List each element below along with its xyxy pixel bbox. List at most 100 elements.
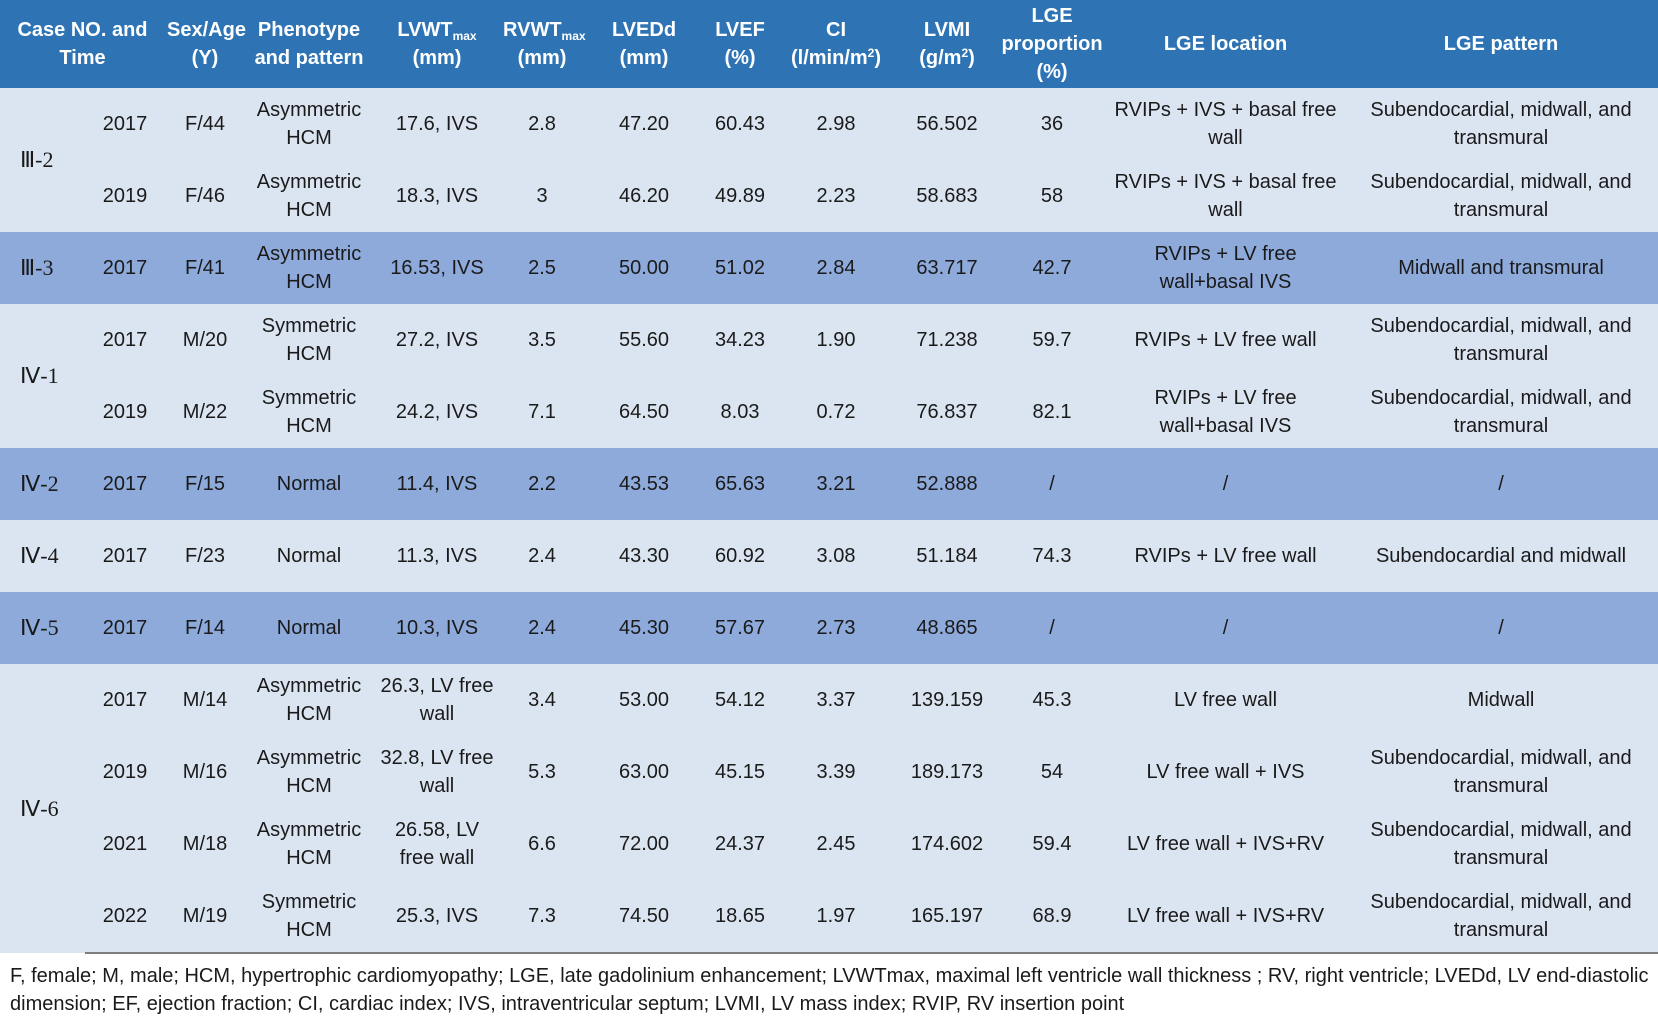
phenotype-cell: Asymmetric HCM [245, 664, 374, 736]
ci-cell: 3.37 [775, 664, 898, 736]
col-header-sexage: Sex/Age (Y) [165, 0, 246, 88]
phenotype-cell: Symmetric HCM [245, 376, 374, 448]
lvef-label: LVEF [715, 19, 765, 41]
lgepat-cell: Subendocardial and midwall [1344, 520, 1658, 592]
lgeprop-cell: 74.3 [997, 520, 1108, 592]
case-id-cell: Ⅳ-5 [0, 592, 85, 664]
clinical-data-table: Case NO. and Time Sex/Age (Y) Phenotype … [0, 0, 1658, 954]
lvmi-cell: 58.683 [897, 160, 998, 232]
lgeloc-cell: LV free wall + IVS [1107, 736, 1345, 808]
rvwt-cell: 5.3 [501, 736, 584, 808]
lgeloc-cell: RVIPs + LV free wall [1107, 304, 1345, 376]
year-cell: 2021 [85, 808, 166, 880]
table-row: Ⅳ-5 2017 F/14 Normal 10.3, IVS 2.4 45.30 57.67 2… [0, 592, 1658, 664]
table-row: 2022 M/19 Symmetric HCM 25.3, IVS 7.3 74.50 18… [0, 880, 1658, 954]
sexage-cell: M/20 [165, 304, 246, 376]
sexage-cell: F/46 [165, 160, 246, 232]
table-row: 2019 M/22 Symmetric HCM 24.2, IVS 7.1 64.50 8.… [0, 376, 1658, 448]
lgeprop-cell: / [997, 448, 1108, 520]
ci-label: CI [826, 19, 847, 41]
lvwt-cell: 11.4, IVS [373, 448, 502, 520]
sexage-cell: F/41 [165, 232, 246, 304]
lvef-cell: 18.65 [705, 880, 776, 954]
rvwt-subscript: max [561, 29, 586, 43]
case-id-cell: Ⅳ-4 [0, 520, 85, 592]
lgeprop-cell: 82.1 [997, 376, 1108, 448]
sexage-cell: F/15 [165, 448, 246, 520]
case-id-cell: Ⅳ-1 [0, 304, 85, 448]
lvef-cell: 8.03 [705, 376, 776, 448]
lgepat-cell: / [1344, 592, 1658, 664]
table-row: Ⅳ-4 2017 F/23 Normal 11.3, IVS 2.4 43.30 60.92 3… [0, 520, 1658, 592]
lvmi-cell: 76.837 [897, 376, 998, 448]
table-row: 2019 M/16 Asymmetric HCM 32.8, LV free wall… [0, 736, 1658, 808]
lgepat-cell: Subendocardial, midwall, and transmural [1344, 304, 1658, 376]
lvwt-cell: 10.3, IVS [373, 592, 502, 664]
sexage-cell: M/14 [165, 664, 246, 736]
lgeloc-cell: RVIPs + IVS + basal free wall [1107, 160, 1345, 232]
lvedd-cell: 43.53 [583, 448, 706, 520]
lgeprop-cell: 36 [997, 88, 1108, 160]
lgeprop-cell: 68.9 [997, 880, 1108, 954]
col-header-lvwt: LVWTmax (mm) [373, 0, 502, 88]
ci-cell: 3.21 [775, 448, 898, 520]
ci-unit-sup: 2 [867, 46, 875, 60]
lgepat-cell: Midwall and transmural [1344, 232, 1658, 304]
lgeprop-cell: 45.3 [997, 664, 1108, 736]
rvwt-cell: 2.5 [501, 232, 584, 304]
lvedd-cell: 55.60 [583, 304, 706, 376]
lvef-cell: 51.02 [705, 232, 776, 304]
sexage-cell: F/44 [165, 88, 246, 160]
lvef-cell: 65.63 [705, 448, 776, 520]
lvwt-cell: 26.58, LV free wall [373, 808, 502, 880]
year-cell: 2017 [85, 448, 166, 520]
rvwt-cell: 2.4 [501, 520, 584, 592]
lvwt-label: LVWT [397, 19, 453, 41]
ci-cell: 2.73 [775, 592, 898, 664]
lvwt-cell: 17.6, IVS [373, 88, 502, 160]
lvef-cell: 24.37 [705, 808, 776, 880]
lvmi-unit-pre: (g/m [919, 47, 962, 69]
lgeprop-cell: 58 [997, 160, 1108, 232]
col-header-lvef: LVEF (%) [705, 0, 776, 88]
lvef-unit: (%) [724, 47, 756, 69]
lvwt-cell: 24.2, IVS [373, 376, 502, 448]
ci-unit-pre: (l/min/m [791, 47, 868, 69]
table-row: Ⅳ-1 2017 M/20 Symmetric HCM 27.2, IVS 3.5 55.6… [0, 304, 1658, 448]
lgeloc-cell: / [1107, 592, 1345, 664]
case-id-cell: Ⅳ-2 [0, 448, 85, 520]
col-header-lge-pattern: LGE pattern [1344, 0, 1658, 88]
case-id-cell: Ⅲ-3 [0, 232, 85, 304]
sexage-cell: M/16 [165, 736, 246, 808]
ci-cell: 2.45 [775, 808, 898, 880]
table-row: 2021 M/18 Asymmetric HCM 26.58, LV free wal… [0, 808, 1658, 880]
phenotype-cell: Symmetric HCM [245, 880, 374, 954]
lgeprop-cell: 59.4 [997, 808, 1108, 880]
lvmi-cell: 52.888 [897, 448, 998, 520]
lgeloc-cell: LV free wall + IVS+RV [1107, 808, 1345, 880]
year-cell: 2017 [85, 592, 166, 664]
lgeprop-cell: / [997, 592, 1108, 664]
lvmi-unit-sup: 2 [961, 46, 969, 60]
header-row: Case NO. and Time Sex/Age (Y) Phenotype … [0, 0, 1658, 88]
lvedd-cell: 46.20 [583, 160, 706, 232]
ci-cell: 1.97 [775, 880, 898, 954]
phenotype-cell: Asymmetric HCM [245, 232, 374, 304]
lgepat-cell: Subendocardial, midwall, and transmural [1344, 736, 1658, 808]
ci-cell: 3.39 [775, 736, 898, 808]
lgepat-cell: Subendocardial, midwall, and transmural [1344, 88, 1658, 160]
lgeloc-cell: RVIPs + LV free wall+basal IVS [1107, 376, 1345, 448]
lvef-cell: 60.43 [705, 88, 776, 160]
rvwt-cell: 3.4 [501, 664, 584, 736]
phenotype-cell: Asymmetric HCM [245, 88, 374, 160]
lvedd-label: LVEDd [611, 19, 677, 41]
col-header-ci: CI (l/min/m2) [775, 0, 898, 88]
table-row: Ⅳ-2 2017 F/15 Normal 11.4, IVS 2.2 43.53 65.63 3… [0, 448, 1658, 520]
lvef-cell: 49.89 [705, 160, 776, 232]
table-row: 2019 F/46 Asymmetric HCM 18.3, IVS 3 46.20 49.… [0, 160, 1658, 232]
year-cell: 2017 [85, 88, 166, 160]
year-cell: 2019 [85, 736, 166, 808]
lvef-cell: 57.67 [705, 592, 776, 664]
lgeprop-cell: 59.7 [997, 304, 1108, 376]
lgepat-cell: Subendocardial, midwall, and transmural [1344, 880, 1658, 954]
